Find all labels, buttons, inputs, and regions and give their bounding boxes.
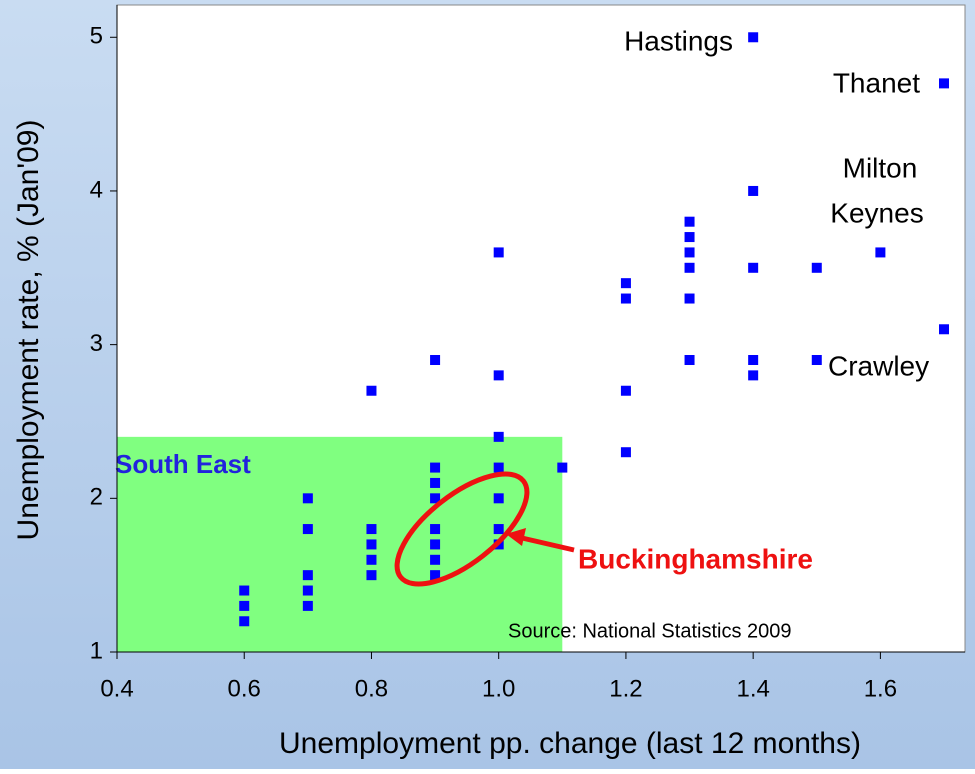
- point: [430, 462, 441, 473]
- point-label: Crawley: [828, 350, 929, 381]
- arrow-head: [506, 528, 526, 546]
- point: [430, 524, 441, 535]
- y-tick-label: 1: [90, 637, 103, 664]
- point: [684, 262, 695, 273]
- point: [239, 616, 250, 627]
- point: [430, 493, 441, 504]
- point: [493, 247, 504, 258]
- point: [748, 370, 759, 381]
- highlight-ellipse: [394, 471, 530, 587]
- point: [302, 585, 313, 596]
- point-label: Hastings: [624, 25, 733, 56]
- point: [620, 293, 631, 304]
- point: [620, 447, 631, 458]
- point: [493, 493, 504, 504]
- point: [302, 493, 313, 504]
- point: [493, 462, 504, 473]
- point: [430, 355, 441, 366]
- x-tick-label: 1.2: [609, 675, 642, 702]
- point: [430, 477, 441, 488]
- point-label: Milton: [843, 152, 918, 183]
- point: [875, 247, 886, 258]
- point: [684, 247, 695, 258]
- shaded-region: [117, 436, 563, 652]
- highlight-arrow: [521, 535, 575, 553]
- point: [748, 185, 759, 196]
- x-tick-label: 1.4: [736, 675, 769, 702]
- point: [748, 355, 759, 366]
- x-tick-label: 1.0: [482, 675, 515, 702]
- point: [239, 585, 250, 596]
- point-label: Keynes: [830, 197, 923, 228]
- x-tick-label: 0.8: [355, 675, 388, 702]
- point: [366, 554, 377, 565]
- x-tick-label: 0.4: [100, 675, 133, 702]
- point: [939, 324, 950, 335]
- point: [620, 385, 631, 396]
- point: [239, 600, 250, 611]
- y-tick-label: 3: [90, 330, 103, 357]
- y-tick-label: 5: [90, 23, 103, 50]
- point: [493, 524, 504, 535]
- point: [366, 539, 377, 550]
- point: [430, 539, 441, 550]
- point: [748, 32, 759, 43]
- point: [302, 524, 313, 535]
- point: [493, 370, 504, 381]
- point: [430, 554, 441, 565]
- point-label: Thanet: [833, 67, 920, 98]
- x-tick-label: 0.6: [228, 675, 261, 702]
- point: [366, 385, 377, 396]
- point: [430, 570, 441, 581]
- point: [939, 78, 950, 89]
- point: [684, 216, 695, 227]
- point: [557, 462, 568, 473]
- y-tick-label: 2: [90, 484, 103, 511]
- point: [748, 262, 759, 273]
- point: [620, 278, 631, 289]
- source: Source: National Statistics 2009: [508, 620, 792, 642]
- point: [684, 355, 695, 366]
- point: [684, 232, 695, 243]
- point: [811, 262, 822, 273]
- point: [811, 355, 822, 366]
- y-tick-label: 4: [90, 176, 103, 203]
- point: [302, 600, 313, 611]
- point: [684, 293, 695, 304]
- x-axis-label: Unemployment pp. change (last 12 months): [279, 727, 861, 760]
- highlight-label: Buckinghamshire: [578, 543, 813, 574]
- y-axis-label: Unemployment rate, % (Jan'09): [12, 120, 45, 541]
- x-tick-label: 1.6: [864, 675, 897, 702]
- point: [302, 570, 313, 581]
- point: [366, 524, 377, 535]
- region-label: South East: [115, 449, 251, 479]
- point: [493, 431, 504, 442]
- point: [366, 570, 377, 581]
